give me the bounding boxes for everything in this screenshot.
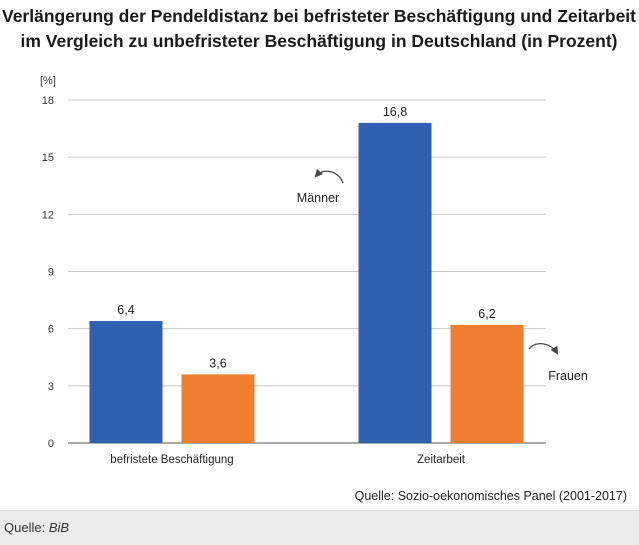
y-tick-label-3: 3 [48, 381, 54, 393]
series-label-maenner: Männer [297, 191, 339, 205]
bar-befristete-beschaeftigung-frauen [181, 374, 255, 443]
category-labels: befristete Beschäftigung Zeitarbeit [110, 454, 465, 466]
series-label-frauen: Frauen [548, 369, 588, 383]
frauen-arrow [528, 343, 559, 355]
footer-caption: Quelle: BiB [0, 510, 639, 545]
bar-zeitarbeit-maenner [358, 122, 432, 443]
y-tick-label-0: 0 [48, 438, 54, 450]
category-label-befristete-beschaeftigung: befristete Beschäftigung [110, 454, 233, 466]
y-tick-labels: 0 3 6 9 12 15 18 [42, 95, 54, 450]
value-label-zeitarbeit-frauen: 6,2 [478, 307, 495, 321]
maenner-arrow [314, 168, 344, 184]
chart-figure: Verlängerung der Pendeldistanz bei befri… [1, 6, 637, 503]
bars [89, 122, 524, 443]
chart-title-line-1: Verlängerung der Pendeldistanz bei befri… [2, 6, 636, 26]
category-label-zeitarbeit: Zeitarbeit [417, 454, 466, 466]
value-label-befristete-beschaeftigung-frauen: 3,6 [209, 356, 226, 370]
y-tick-label-12: 12 [42, 209, 54, 221]
y-tick-label-15: 15 [42, 152, 54, 164]
value-labels: 6,4 3,6 16,8 6,2 [117, 105, 495, 371]
y-tick-label-6: 6 [48, 324, 54, 336]
value-label-befristete-beschaeftigung-maenner: 6,4 [117, 303, 134, 317]
bar-chart: Verlängerung der Pendeldistanz bei befri… [2, 6, 636, 503]
chart-title-line-2: im Vergleich zu unbefristeter Beschäftig… [20, 31, 617, 51]
footer-source: BiB [48, 520, 70, 535]
source-note: Quelle: Sozio-oekonomisches Panel (2001-… [355, 489, 627, 503]
value-label-zeitarbeit-maenner: 16,8 [383, 105, 407, 119]
y-tick-label-18: 18 [42, 95, 54, 107]
bar-befristete-beschaeftigung-maenner [89, 321, 163, 443]
bar-zeitarbeit-frauen [450, 324, 524, 443]
y-tick-label-9: 9 [48, 267, 54, 279]
y-axis-unit-label: [%] [40, 75, 56, 87]
footer-prefix: Quelle: [4, 520, 46, 535]
